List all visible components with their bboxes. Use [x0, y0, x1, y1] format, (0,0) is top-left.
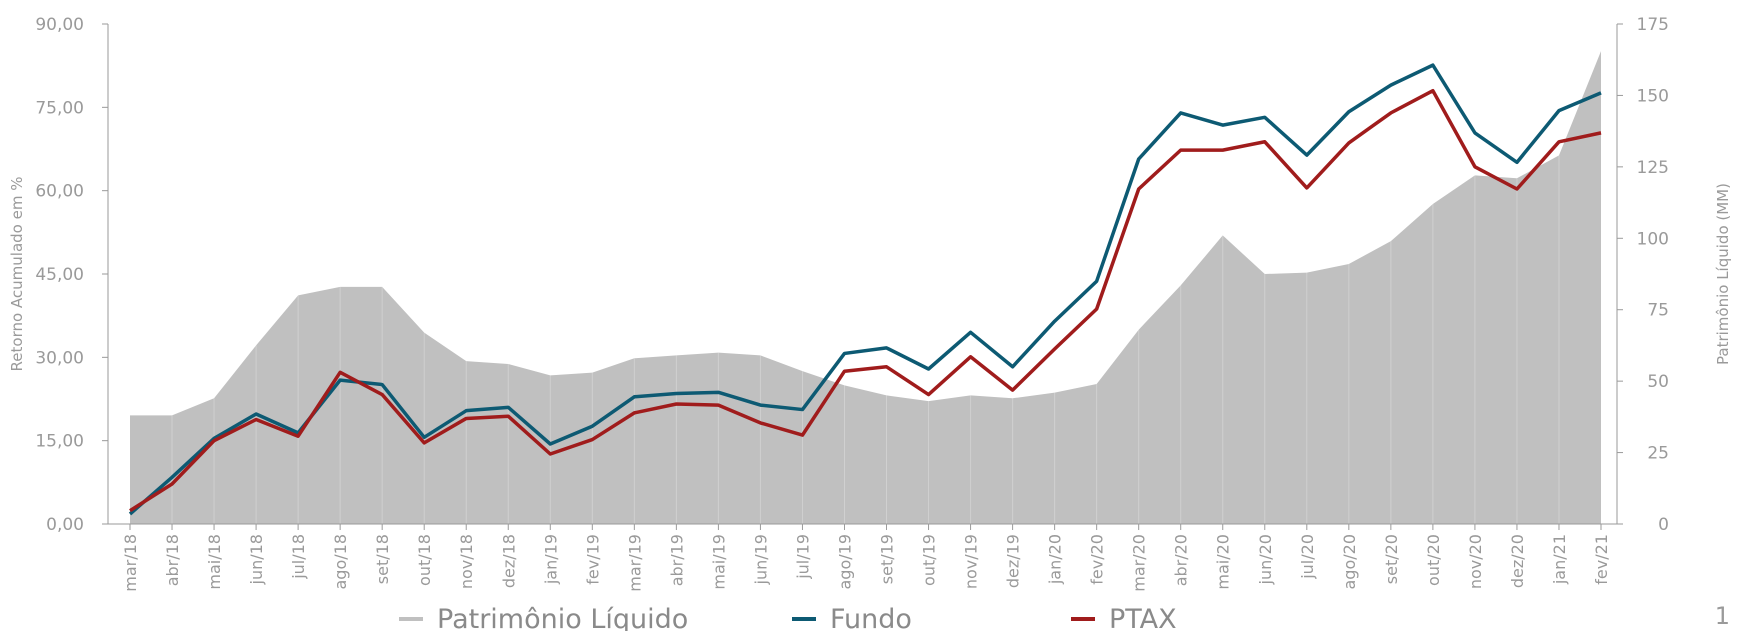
y-tick-label: 0,00 [46, 515, 84, 535]
x-tick-label: nov/19 [962, 534, 981, 589]
x-tick-label: jun/20 [1256, 534, 1275, 585]
x-tick-label: abr/19 [667, 534, 686, 586]
x-tick-label: ago/20 [1340, 534, 1359, 590]
x-tick-label: fev/19 [583, 534, 602, 585]
line [128, 63, 1602, 516]
legend-label: Fundo [830, 604, 912, 631]
x-tick-label: jan/20 [1046, 534, 1065, 585]
x-tick-label: mar/19 [625, 534, 644, 592]
x-tick-label: jul/18 [289, 534, 308, 580]
legend-label: PTAX [1109, 604, 1177, 631]
x-tick-label: jun/19 [751, 534, 770, 585]
x-tick-label: out/20 [1424, 534, 1443, 586]
y-tick-label: 75,00 [35, 98, 84, 118]
y-axis-title: Retorno Acumulado em % [8, 177, 26, 372]
x-tick-label: mar/18 [121, 534, 140, 592]
x-tick-label: nov/18 [457, 534, 476, 589]
page-number: 1 [1715, 602, 1730, 630]
y2-tick-label: 175 [1637, 15, 1669, 35]
x-tick-label: fev/21 [1592, 534, 1611, 585]
x-tick-label: mai/18 [205, 534, 224, 590]
x-tick-label: jul/19 [793, 534, 812, 580]
x-tick-label: dez/19 [1004, 534, 1023, 588]
y2-tick-label: 0 [1658, 515, 1669, 535]
x-tick-label: mai/19 [709, 534, 728, 590]
x-tick-label: jun/18 [247, 534, 266, 585]
x-tick-label: set/20 [1382, 534, 1401, 584]
x-tick-label: out/18 [415, 534, 434, 586]
legend-label: Patrimônio Líquido [437, 604, 688, 631]
y-tick-label: 45,00 [35, 265, 84, 285]
line [129, 88, 1602, 513]
x-tick-label: ago/18 [331, 534, 350, 590]
x-tick-label: mai/20 [1214, 534, 1233, 590]
y2-axis-title: Patrimônio Líquido (MM) [1714, 183, 1732, 365]
x-tick-label: jan/19 [541, 534, 560, 585]
x-tick-label: abr/18 [163, 534, 182, 586]
x-tick-label: fev/20 [1088, 534, 1107, 585]
y2-tick-label: 50 [1647, 372, 1669, 392]
x-tick-label: out/19 [920, 534, 939, 586]
y-tick-label: 60,00 [35, 182, 84, 202]
y2-tick-label: 25 [1647, 444, 1669, 464]
x-tick-label: nov/20 [1466, 534, 1485, 589]
y-tick-label: 90,00 [35, 15, 84, 35]
y-tick-label: 30,00 [35, 348, 84, 368]
y2-tick-label: 75 [1647, 301, 1669, 321]
x-tick-label: jan/21 [1550, 534, 1569, 585]
y2-tick-label: 125 [1637, 158, 1669, 178]
x-tick-label: dez/18 [499, 534, 518, 588]
x-tick-label: dez/20 [1508, 534, 1527, 588]
x-tick-label: set/18 [373, 534, 392, 584]
x-tick-label: abr/20 [1172, 534, 1191, 586]
y2-tick-label: 150 [1637, 86, 1669, 106]
x-tick-label: jul/20 [1298, 534, 1317, 580]
x-tick-label: set/19 [878, 534, 897, 584]
x-tick-label: mar/20 [1130, 534, 1149, 592]
area [130, 51, 1601, 525]
x-tick-label: ago/19 [835, 534, 854, 590]
y2-tick-label: 100 [1637, 229, 1669, 249]
y-tick-label: 15,00 [35, 432, 84, 452]
